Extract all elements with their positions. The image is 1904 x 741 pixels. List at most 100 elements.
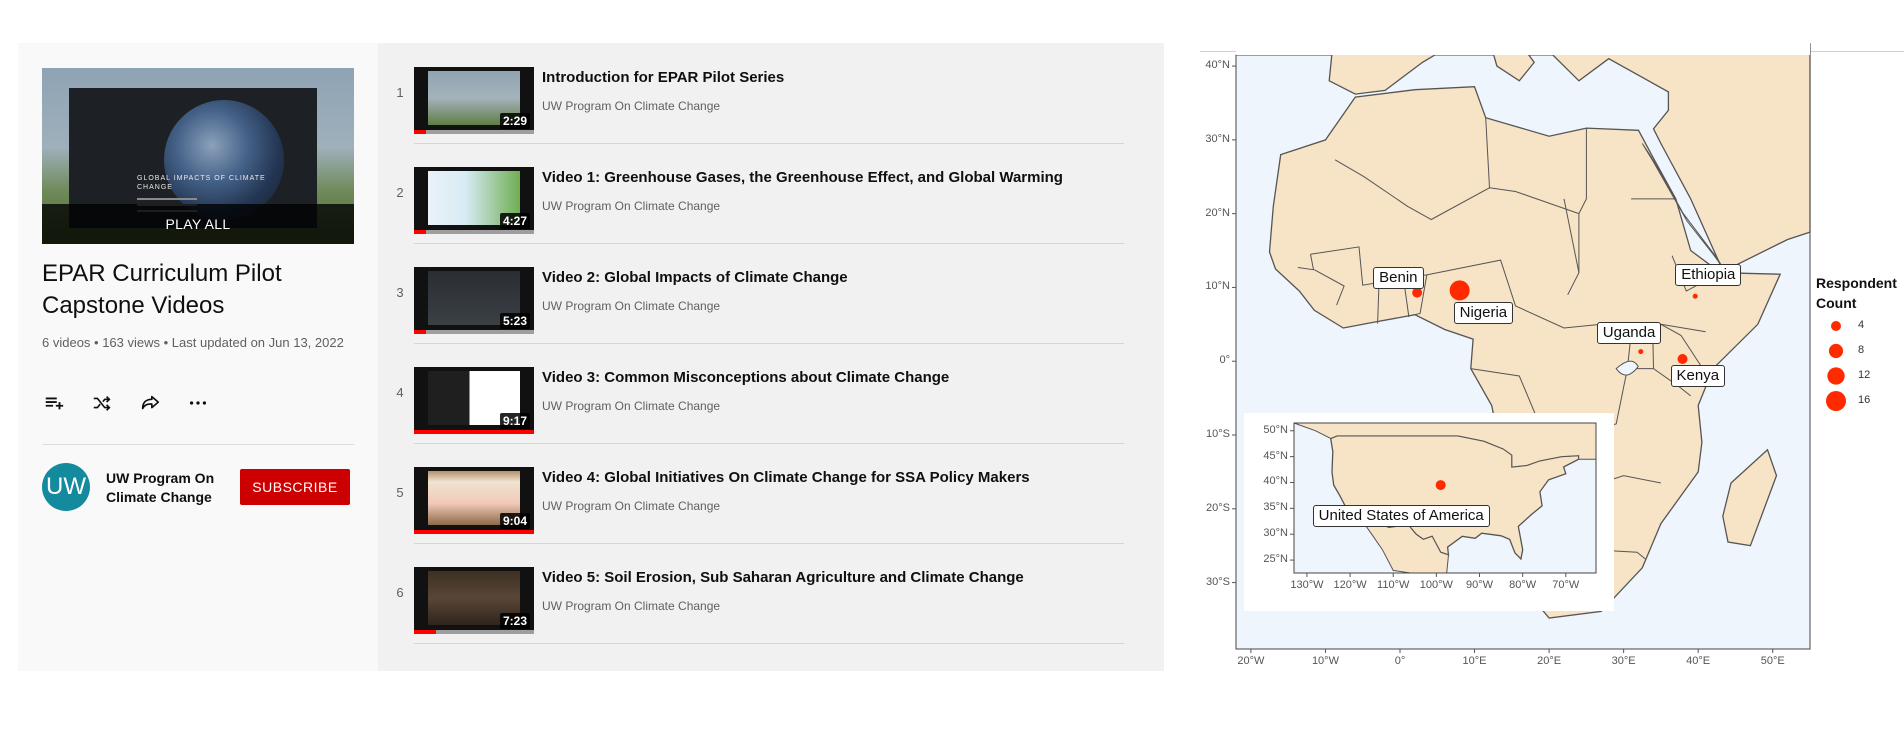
play-all-label[interactable]: PLAY ALL bbox=[165, 216, 231, 232]
red-sea bbox=[1641, 143, 1724, 268]
playlist-actions bbox=[42, 391, 210, 415]
watch-progress-fill bbox=[414, 230, 426, 234]
video-duration: 4:27 bbox=[499, 213, 530, 229]
video-channel[interactable]: UW Program On Climate Change bbox=[542, 499, 721, 513]
legend-swatch bbox=[1831, 321, 1841, 331]
madagascar-landmass bbox=[1722, 448, 1778, 547]
watch-progress-fill bbox=[414, 130, 426, 134]
video-duration: 9:04 bbox=[499, 513, 530, 529]
respondent-point bbox=[1638, 349, 1644, 355]
playlist-info-panel: GLOBAL IMPACTS OF CLIMATE CHANGE PLAY AL… bbox=[18, 43, 378, 671]
legend-title: Respondent Count bbox=[1816, 275, 1897, 311]
inset-y-tick-label: 50°N bbox=[1263, 423, 1288, 436]
video-duration: 9:17 bbox=[499, 413, 530, 429]
inset-y-tick-label: 45°N bbox=[1263, 449, 1288, 462]
inset-frame bbox=[1293, 422, 1597, 574]
country-label: Ethiopia bbox=[1675, 264, 1742, 287]
watch-progress-bar bbox=[414, 630, 534, 634]
video-title[interactable]: Video 5: Soil Erosion, Sub Saharan Agric… bbox=[542, 569, 1024, 586]
country-border bbox=[1314, 269, 1345, 306]
legend-label: 4 bbox=[1858, 319, 1865, 331]
video-row[interactable]: 5 9:04 Video 4: Global Initiatives On Clim… bbox=[378, 443, 1164, 544]
add-to-queue-icon[interactable] bbox=[42, 391, 66, 415]
video-row[interactable]: 6 7:23 Video 5: Soil Erosion, Sub Saharan … bbox=[378, 543, 1164, 644]
video-title[interactable]: Video 2: Global Impacts of Climate Chang… bbox=[542, 269, 848, 286]
playlist-meta: 6 videos • 163 views • Last updated on J… bbox=[42, 335, 344, 350]
more-icon[interactable] bbox=[186, 391, 210, 415]
legend-label: 16 bbox=[1858, 394, 1871, 406]
watch-progress-bar bbox=[414, 330, 534, 334]
inset-y-tick-label: 30°N bbox=[1263, 527, 1288, 540]
video-row[interactable]: 3 5:23 Video 2: Global Impacts of Climate … bbox=[378, 243, 1164, 344]
subscribe-button[interactable]: SUBSCRIBE bbox=[240, 469, 350, 505]
video-index: 3 bbox=[396, 285, 404, 300]
country-border bbox=[1334, 159, 1580, 273]
country-border bbox=[1578, 128, 1587, 214]
video-thumbnail[interactable]: 2:29 bbox=[414, 67, 534, 134]
x-tick-label: 20°W bbox=[1237, 655, 1265, 667]
video-title[interactable]: Video 4: Global Initiatives On Climate C… bbox=[542, 469, 1030, 486]
y-tick-label: 40°N bbox=[1205, 59, 1230, 72]
video-duration: 5:23 bbox=[499, 313, 530, 329]
inset-x-tick-label: 130°W bbox=[1290, 579, 1324, 591]
lake-victoria bbox=[1615, 360, 1639, 376]
y-tick-label: 20°S bbox=[1206, 501, 1230, 514]
video-index: 2 bbox=[396, 185, 404, 200]
shuffle-icon[interactable] bbox=[90, 391, 114, 415]
watch-progress-bar bbox=[414, 530, 534, 534]
inset-x-tick-label: 90°W bbox=[1465, 579, 1494, 591]
video-channel[interactable]: UW Program On Climate Change bbox=[542, 299, 721, 313]
watch-progress-fill bbox=[414, 530, 534, 534]
x-tick-label: 10°E bbox=[1462, 655, 1487, 667]
video-thumbnail[interactable]: 9:04 bbox=[414, 467, 534, 534]
video-channel[interactable]: UW Program On Climate Change bbox=[542, 199, 721, 213]
video-channel[interactable]: UW Program On Climate Change bbox=[542, 99, 721, 113]
video-row[interactable]: 4 9:17 Video 3: Common Misconceptions abou… bbox=[378, 343, 1164, 444]
legend-label: 8 bbox=[1858, 344, 1865, 356]
row-divider bbox=[414, 643, 1124, 644]
respondent-point bbox=[1692, 293, 1698, 299]
globe-image bbox=[164, 100, 284, 220]
watch-progress-bar bbox=[414, 130, 534, 134]
video-thumbnail[interactable]: 7:23 bbox=[414, 567, 534, 634]
share-icon[interactable] bbox=[138, 391, 162, 415]
respondent-point bbox=[1435, 480, 1446, 491]
respondent-point bbox=[1412, 287, 1423, 298]
country-border bbox=[1297, 254, 1315, 271]
inset-x-tick-label: 80°W bbox=[1509, 579, 1537, 591]
country-label: United States of America bbox=[1312, 505, 1490, 528]
y-tick-label: 0° bbox=[1219, 354, 1230, 367]
y-tick-label: 10°S bbox=[1206, 428, 1230, 440]
canada-landmass bbox=[1293, 422, 1597, 468]
video-row[interactable]: 2 4:27 Video 1: Greenhouse Gases, the Gree… bbox=[378, 143, 1164, 244]
video-thumbnail[interactable]: 9:17 bbox=[414, 367, 534, 434]
video-title[interactable]: Video 3: Common Misconceptions about Cli… bbox=[542, 369, 950, 386]
channel-avatar[interactable]: UW bbox=[42, 463, 90, 511]
playlist-thumbnail[interactable]: GLOBAL IMPACTS OF CLIMATE CHANGE PLAY AL… bbox=[42, 68, 354, 244]
row-divider bbox=[414, 443, 1124, 444]
play-all-overlay bbox=[42, 204, 354, 244]
x-tick-label: 20°E bbox=[1537, 655, 1562, 667]
x-tick-label: 40°E bbox=[1686, 655, 1711, 667]
country-border bbox=[1660, 323, 1707, 374]
video-row[interactable]: 1 2:29 Introduction for EPAR Pilot Series U… bbox=[378, 43, 1164, 144]
channel-name[interactable]: UW Program On Climate Change bbox=[106, 470, 215, 505]
video-thumbnail[interactable]: 5:23 bbox=[414, 267, 534, 334]
video-channel[interactable]: UW Program On Climate Change bbox=[542, 399, 721, 413]
row-divider bbox=[414, 243, 1124, 244]
country-label: Benin bbox=[1373, 266, 1424, 289]
y-tick-label: 30°N bbox=[1205, 132, 1230, 145]
inset-x-tick-label: 70°W bbox=[1552, 579, 1580, 591]
y-tick-label: 20°N bbox=[1205, 206, 1230, 219]
inset-y-tick-label: 40°N bbox=[1263, 475, 1288, 488]
watch-progress-bar bbox=[414, 430, 534, 434]
video-thumbnail[interactable]: 4:27 bbox=[414, 167, 534, 234]
video-title[interactable]: Video 1: Greenhouse Gases, the Greenhous… bbox=[542, 169, 1063, 186]
country-border bbox=[1414, 274, 1428, 316]
watch-progress-fill bbox=[414, 330, 426, 334]
country-label: Uganda bbox=[1596, 321, 1662, 344]
video-channel[interactable]: UW Program On Climate Change bbox=[542, 599, 721, 613]
map-figure: Respondent Count 40°N 30°N 20°N 10°N 0° 10°S 2… bbox=[1164, 43, 1904, 683]
video-title[interactable]: Introduction for EPAR Pilot Series bbox=[542, 69, 785, 86]
